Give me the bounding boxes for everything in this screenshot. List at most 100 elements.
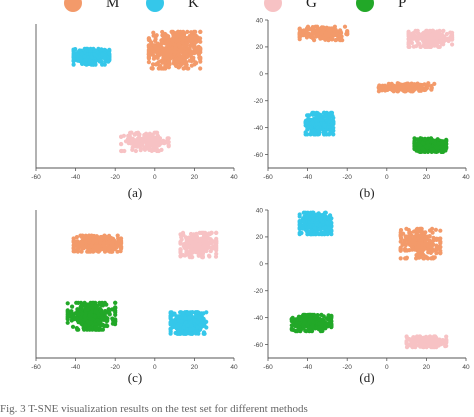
point-m: [115, 249, 120, 254]
point-m: [146, 36, 151, 41]
point-k: [181, 325, 186, 330]
point-k: [188, 327, 193, 332]
cluster-k: [297, 210, 334, 237]
point-m: [166, 65, 171, 70]
point-k: [82, 54, 87, 60]
point-k: [297, 219, 302, 224]
point-m: [79, 249, 84, 254]
point-g: [214, 248, 219, 253]
point-g: [189, 247, 195, 252]
point-p: [418, 136, 423, 141]
point-p: [295, 329, 300, 334]
point-m: [328, 28, 333, 33]
point-g: [415, 29, 420, 35]
y-tick-label: -20: [254, 98, 264, 105]
point-g: [214, 230, 219, 235]
point-p: [85, 307, 90, 312]
point-m: [175, 29, 181, 34]
point-k: [183, 316, 188, 321]
point-m: [410, 83, 415, 88]
legend-label-k: K: [188, 0, 199, 11]
point-p: [412, 146, 417, 151]
point-g: [191, 241, 196, 246]
point-k: [305, 113, 310, 118]
point-m: [75, 249, 80, 254]
point-g: [446, 37, 451, 42]
point-g: [149, 148, 154, 153]
point-m: [198, 66, 203, 71]
point-p: [70, 304, 75, 309]
point-k: [177, 331, 182, 336]
point-p: [87, 327, 92, 332]
point-g: [178, 254, 183, 259]
point-m: [398, 239, 403, 244]
point-p: [82, 303, 87, 308]
point-p: [100, 327, 105, 332]
point-p: [328, 318, 334, 323]
point-p: [78, 304, 83, 309]
cluster-k: [71, 46, 112, 67]
point-g: [134, 143, 139, 148]
point-k: [325, 220, 330, 225]
point-g: [133, 148, 138, 154]
point-k: [328, 220, 333, 225]
point-m: [197, 38, 202, 43]
point-p: [75, 307, 80, 312]
point-k: [304, 120, 309, 125]
point-k: [305, 230, 310, 235]
point-k: [304, 214, 309, 220]
point-g: [423, 44, 428, 50]
point-m: [149, 40, 154, 45]
point-p: [302, 320, 307, 325]
point-p: [439, 149, 444, 154]
y-tick-label: 0: [259, 261, 263, 268]
point-m: [383, 87, 388, 92]
point-m: [320, 26, 325, 31]
point-k: [71, 58, 76, 63]
point-g: [440, 29, 445, 34]
point-m: [108, 245, 113, 250]
point-p: [420, 141, 425, 146]
point-p: [302, 312, 307, 317]
point-m: [198, 59, 203, 64]
point-k: [311, 217, 316, 222]
point-m: [438, 248, 443, 253]
x-tick-label: 0: [153, 364, 157, 371]
point-k: [92, 52, 97, 57]
point-g: [409, 40, 414, 46]
point-m: [185, 29, 190, 34]
point-m: [432, 255, 437, 260]
x-tick-label: -60: [263, 174, 273, 181]
point-k: [318, 216, 323, 222]
point-g: [421, 35, 427, 40]
point-m: [340, 38, 345, 43]
point-m: [398, 245, 403, 250]
point-k: [327, 111, 332, 116]
point-g: [432, 39, 438, 44]
point-k: [183, 330, 188, 336]
point-k: [319, 232, 324, 237]
point-p: [434, 146, 439, 151]
point-k: [71, 49, 76, 54]
point-g: [444, 334, 449, 339]
point-m: [153, 38, 158, 44]
legend-item-k: K: [146, 0, 199, 12]
point-p: [65, 320, 70, 325]
point-g: [450, 42, 455, 47]
cluster-g: [119, 130, 171, 154]
cluster-m: [71, 233, 124, 254]
x-tick-label: 0: [153, 174, 157, 181]
point-p: [329, 314, 334, 320]
point-m: [399, 236, 404, 241]
point-p: [74, 326, 79, 331]
point-k: [192, 318, 197, 323]
point-p: [113, 319, 118, 324]
point-m: [403, 256, 408, 261]
legend-item-g: G: [264, 0, 317, 12]
point-m: [157, 64, 162, 69]
point-m: [101, 241, 106, 246]
point-m: [184, 43, 189, 48]
x-tick-label: 0: [385, 174, 389, 181]
x-tick-label: -60: [263, 364, 273, 371]
point-m: [421, 246, 426, 251]
